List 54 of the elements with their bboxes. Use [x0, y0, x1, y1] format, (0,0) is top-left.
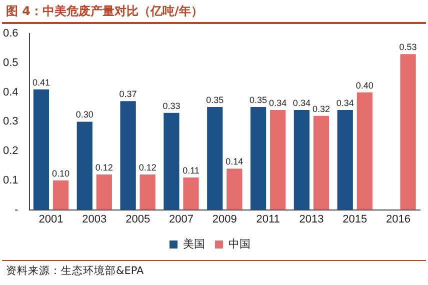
- bar: [270, 110, 286, 210]
- y-tick-label: 0.4: [2, 86, 18, 98]
- data-label: 0.34: [269, 98, 287, 108]
- data-label: 0.10: [52, 168, 70, 178]
- data-label: 0.40: [356, 80, 374, 90]
- x-tick-label: 2009: [212, 213, 237, 226]
- data-label: 0.34: [336, 98, 354, 108]
- text: 资料来源：生态环境部&EPA: [2, 260, 426, 278]
- bar: [164, 112, 180, 210]
- bar: [400, 54, 416, 210]
- bar: [337, 110, 353, 210]
- bar: [183, 177, 199, 210]
- chart-title: 图 4：中美危废产量对比（亿吨/年）: [2, 0, 426, 24]
- y-tick-label: 0.1: [2, 174, 18, 186]
- bar: [52, 180, 69, 210]
- x-tick-label: 2011: [256, 213, 280, 226]
- bar: [140, 174, 156, 210]
- data-label: 0.33: [162, 100, 180, 111]
- y-tick-label: 0.3: [2, 116, 18, 128]
- bar: [33, 89, 50, 210]
- data-label: 0.32: [312, 104, 330, 114]
- legend-label: 美国: [183, 238, 205, 251]
- data-label: 0.53: [399, 42, 417, 52]
- bar: [294, 110, 310, 210]
- bar: [356, 92, 372, 210]
- bar: [250, 107, 266, 210]
- x-tick-label: 2005: [126, 213, 150, 226]
- x-tick-label: 2003: [82, 213, 107, 226]
- data-label: 0.12: [138, 162, 156, 173]
- y-tick-label: 0.6: [2, 28, 18, 40]
- y-tick-label: 0.5: [2, 57, 18, 69]
- x-tick-label: 2016: [386, 213, 411, 226]
- bar: [207, 107, 223, 210]
- bar: [96, 174, 112, 210]
- x-tick-label: 2007: [168, 213, 194, 226]
- data-label: 0.14: [226, 156, 244, 167]
- data-label: 0.41: [32, 77, 50, 88]
- data-label: 0.11: [182, 165, 200, 176]
- x-tick-label: 2015: [342, 213, 368, 226]
- legend-label: 中国: [228, 238, 250, 251]
- bar: [120, 101, 136, 210]
- x-tick-label: 2001: [38, 213, 64, 226]
- bar: [226, 168, 242, 210]
- bar: [76, 122, 92, 210]
- bar: [313, 116, 330, 210]
- x-tick-label: 2013: [299, 213, 324, 226]
- y-tick-label: 0.2: [2, 145, 18, 158]
- data-label: 0.12: [95, 162, 113, 173]
- data-label: 0.35: [250, 95, 268, 105]
- data-label: 0.35: [206, 95, 224, 105]
- data-label: 0.34: [292, 98, 310, 108]
- y-tick-label: -: [14, 204, 19, 216]
- data-label: 0.37: [119, 89, 137, 100]
- data-label: 0.30: [76, 110, 94, 120]
